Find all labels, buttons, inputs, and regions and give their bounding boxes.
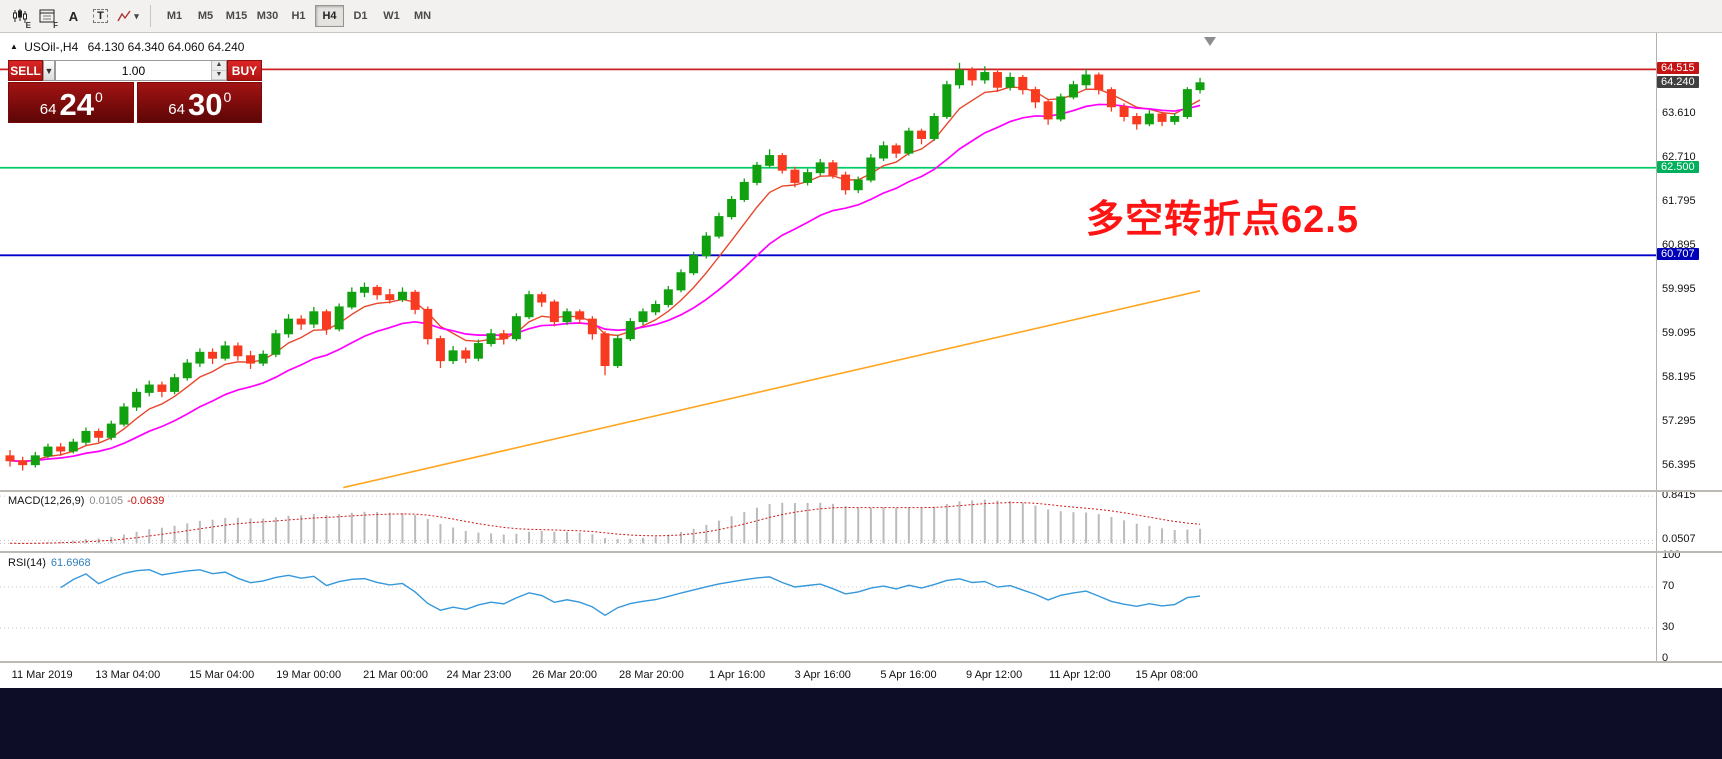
rsi-axis-label: 30 <box>1662 621 1675 634</box>
ask-pip-digit: 0 <box>223 89 232 105</box>
ask-prefix: 64 <box>168 100 185 118</box>
time-axis-label: 3 Apr 16:00 <box>794 669 851 681</box>
volume-spinner: ▲ ▼ <box>210 61 226 80</box>
time-axis-label: 15 Mar 04:00 <box>189 669 255 681</box>
time-axis-label: 15 Apr 08:00 <box>1135 669 1198 681</box>
time-axis-label: 21 Mar 00:00 <box>363 669 428 681</box>
time-axis-label: 1 Apr 16:00 <box>708 669 766 681</box>
price-level-marker: 62.500 <box>1657 160 1699 173</box>
pane-splitter[interactable] <box>0 551 1722 553</box>
time-axis-label: 11 Apr 12:00 <box>1049 669 1111 681</box>
ask-big-digits: 30 <box>187 86 223 122</box>
price-level-marker: 64.515 <box>1657 62 1699 75</box>
macd-pane-label: MACD(12,26,9) 0.0105 -0.0639 <box>8 495 165 507</box>
candlesticks-glyph <box>12 8 27 23</box>
window-glyph <box>39 9 54 22</box>
text-label-icon[interactable]: A <box>60 4 87 29</box>
candles-layer <box>5 62 1205 471</box>
axis-price-label: 60.895 <box>1662 239 1696 252</box>
icon-badge: F <box>53 20 58 30</box>
macd-axis-label: 0.8415 <box>1662 489 1696 502</box>
timeframe-button-mn[interactable]: MN <box>408 5 437 27</box>
timeframe-button-w1[interactable]: W1 <box>377 5 406 27</box>
pane-splitter[interactable] <box>0 661 1722 663</box>
timeframe-button-h1[interactable]: H1 <box>284 5 313 27</box>
rsi-axis-label: 70 <box>1662 579 1675 592</box>
text-box-icon[interactable]: T <box>87 4 114 29</box>
chart-annotation-text: 多空转折点62.5 <box>1086 199 1359 241</box>
axis-price-label: 63.610 <box>1662 106 1696 119</box>
timeframe-button-h4[interactable]: H4 <box>315 5 344 27</box>
ma-layer <box>9 86 1201 489</box>
one-click-trade-panel: SELL ▼ ▲ ▼ BUY 64 24 0 64 30 0 <box>8 60 262 123</box>
axis-price-label: 56.395 <box>1662 458 1696 471</box>
zigzag-glyph <box>117 10 131 21</box>
axis-price-label: 57.295 <box>1662 414 1696 427</box>
volume-decrease-button[interactable]: ▼ <box>211 70 226 80</box>
time-axis-label: 28 Mar 20:00 <box>619 669 684 681</box>
rsi-name: RSI(14) <box>8 557 46 569</box>
line-study-dropdown-icon[interactable]: ▾ <box>114 4 141 29</box>
pane-splitter[interactable] <box>0 490 1722 492</box>
background-panel <box>0 688 1722 759</box>
candlestick-chart-icon[interactable]: E <box>6 4 33 30</box>
time-axis-label: 19 Mar 00:00 <box>276 669 342 681</box>
toolbar-separator <box>150 5 151 27</box>
volume-dropdown-button[interactable]: ▼ <box>43 60 55 81</box>
volume-input[interactable] <box>55 61 211 80</box>
time-axis-label: 26 Mar 20:00 <box>532 669 597 681</box>
sell-button[interactable]: SELL <box>8 60 44 81</box>
timeframe-button-m1[interactable]: M1 <box>160 5 189 27</box>
time-axis-label: 13 Mar 04:00 <box>95 669 161 681</box>
symbol-marker-icon: ▲ <box>10 42 18 51</box>
time-axis-label: 5 Apr 16:00 <box>880 669 937 681</box>
buy-button[interactable]: BUY <box>226 60 262 81</box>
time-axis-label: 24 Mar 23:00 <box>446 669 512 681</box>
time-axis-label: 9 Apr 12:00 <box>966 669 1023 681</box>
timeframe-button-group: M1 M5 M15 M30 H1 H4 D1 W1 MN <box>160 5 439 27</box>
hlines-layer <box>0 68 1656 257</box>
rsi-value: 61.6968 <box>50 557 91 569</box>
timeframe-button-m30[interactable]: M30 <box>253 5 282 27</box>
price-axis: 63.610 62.710 61.795 60.895 59.995 59.095 58.1… <box>1656 33 1722 664</box>
chevron-down-icon: ▼ <box>44 65 54 76</box>
bid-pip-digit: 0 <box>94 89 103 105</box>
ohlc-values: 64.130 64.340 64.060 64.240 <box>87 40 245 54</box>
price-level-marker: 60.707 <box>1657 248 1699 261</box>
axis-price-label: 62.710 <box>1662 150 1696 163</box>
toolbar: E F A T ▾ M1 M5 M15 M30 H1 H4 D1 W1 MN <box>0 0 1722 33</box>
axis-price-label: 59.095 <box>1662 327 1696 340</box>
axis-price-label: 58.195 <box>1662 370 1696 383</box>
bid-prefix: 64 <box>39 100 57 118</box>
bid-big-digits: 24 <box>59 86 94 122</box>
rsi-axis-label: 0 <box>1662 652 1669 664</box>
icon-badge: E <box>25 20 31 30</box>
volume-field: ▲ ▼ <box>54 60 227 81</box>
rsi-layer <box>0 568 1656 629</box>
timeframe-button-m5[interactable]: M5 <box>191 5 220 27</box>
time-axis: 11 Mar 2019 13 Mar 04:00 15 Mar 04:00 19 Ma… <box>0 663 1656 688</box>
axis-price-label: 61.795 <box>1662 195 1696 208</box>
chevron-down-icon: ▾ <box>134 10 139 21</box>
rsi-pane-label: RSI(14) 61.6968 <box>8 557 91 569</box>
macd-value: 0.0105 <box>89 495 124 507</box>
buy-price-panel[interactable]: 64 30 0 <box>136 82 262 123</box>
symbol-name: USOil-,H4 <box>24 40 79 54</box>
macd-name: MACD(12,26,9) <box>8 495 85 507</box>
macd-signal-value: -0.0639 <box>127 495 165 507</box>
chart-shift-marker <box>1204 37 1216 46</box>
sell-price-panel[interactable]: 64 24 0 <box>8 82 134 123</box>
symbol-header: ▲ USOil-,H4 64.130 64.340 64.060 64.240 <box>10 40 244 54</box>
current-price-marker: 64.240 <box>1657 75 1699 88</box>
macd-axis-label: 0.0507 <box>1662 533 1696 546</box>
timeframe-button-d1[interactable]: D1 <box>346 5 375 27</box>
macd-layer <box>0 495 1656 544</box>
volume-increase-button[interactable]: ▲ <box>211 61 226 71</box>
time-axis-label: 11 Mar 2019 <box>11 669 73 681</box>
axis-price-label: 59.995 <box>1662 283 1696 296</box>
chart-window-icon[interactable]: F <box>33 4 60 30</box>
timeframe-button-m15[interactable]: M15 <box>222 5 251 27</box>
